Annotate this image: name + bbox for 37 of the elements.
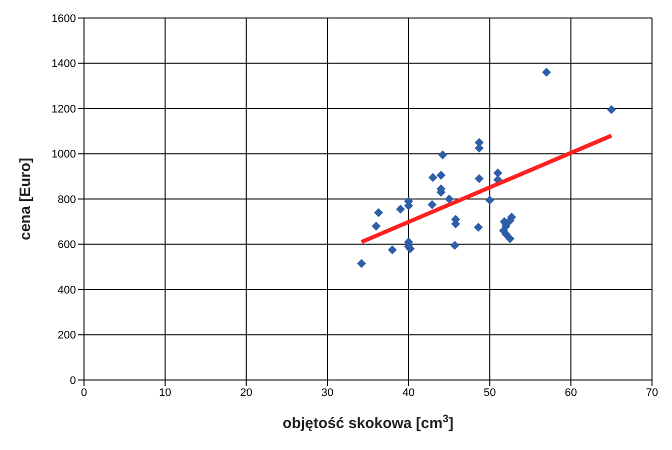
point bbox=[606, 105, 616, 114]
point bbox=[357, 258, 366, 268]
x-tick-label: 60 bbox=[564, 386, 577, 399]
point bbox=[372, 222, 381, 231]
point bbox=[436, 170, 446, 180]
point bbox=[444, 194, 454, 204]
point bbox=[474, 174, 484, 184]
y-axis-title: cena [Euro] bbox=[17, 158, 34, 240]
y-tick-label: 1600 bbox=[52, 12, 76, 25]
y-tick-label: 400 bbox=[58, 284, 76, 296]
y-tick-label: 800 bbox=[58, 194, 76, 206]
point bbox=[450, 240, 460, 250]
x-tick-label: 40 bbox=[402, 386, 415, 399]
point bbox=[438, 150, 448, 160]
y-tick-label: 1400 bbox=[52, 58, 76, 70]
x-tick-label: 20 bbox=[240, 386, 252, 399]
x-axis-title: objętość skokowa [cm$^{3}$] bbox=[282, 413, 454, 432]
y-tick-label: 1200 bbox=[52, 103, 76, 116]
point bbox=[428, 200, 437, 210]
y-tick-label: 200 bbox=[58, 330, 76, 342]
y-tick-label: 600 bbox=[58, 239, 76, 252]
y-tick-label: 1000 bbox=[52, 148, 76, 161]
point bbox=[485, 196, 494, 205]
point bbox=[542, 68, 552, 77]
y-tick-label: 0 bbox=[70, 374, 76, 387]
point bbox=[428, 173, 438, 182]
point bbox=[474, 222, 483, 232]
point bbox=[493, 168, 502, 178]
x-tick-label: 0 bbox=[80, 386, 88, 399]
x-tick-label: 50 bbox=[484, 386, 496, 399]
x-tick-label: 30 bbox=[321, 386, 334, 399]
x-tick-label: 70 bbox=[646, 386, 658, 399]
point bbox=[388, 245, 397, 254]
point bbox=[396, 204, 405, 214]
x-tick-label: 10 bbox=[159, 386, 172, 399]
point bbox=[506, 234, 514, 244]
point bbox=[374, 208, 384, 218]
